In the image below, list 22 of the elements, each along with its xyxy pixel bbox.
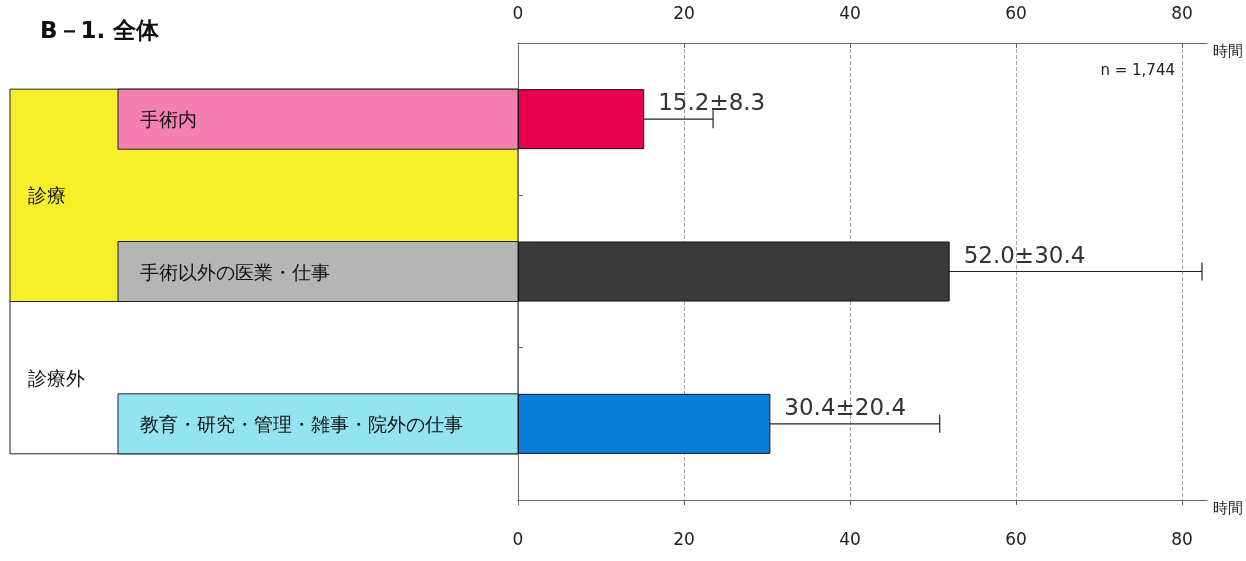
x-tick-label: 40 <box>839 2 861 23</box>
data-label: 15.2±8.3 <box>658 89 766 116</box>
data-label: 52.0±30.4 <box>963 241 1086 268</box>
x2-tick-label: 80 <box>1171 528 1193 549</box>
x2-tick-label: 40 <box>839 528 861 549</box>
y-tick-label: 手術以外の医業・仕事 <box>140 260 330 283</box>
x2-tick-label: 0 <box>512 528 524 549</box>
x-tick-label: 60 <box>1005 2 1027 23</box>
text: 診療 <box>28 184 66 207</box>
x-tick-label: 20 <box>673 2 695 23</box>
x2-tick-label: 20 <box>673 528 695 549</box>
y-tick-label: 手術内 <box>140 108 197 131</box>
x-axis-title: 時間 <box>1213 498 1243 517</box>
y-tick-label: 教育・研究・管理・雑事・院外の仕事 <box>140 412 463 435</box>
data-label: 30.4±20.4 <box>784 393 907 420</box>
text: B－1. 全体 <box>40 16 161 43</box>
x2-axis-title: 時間 <box>1213 41 1243 60</box>
annotation: n = 1,744 <box>1100 61 1175 79</box>
x-tick-label: 0 <box>512 2 524 23</box>
text: 診療外 <box>28 366 85 389</box>
x-tick-label: 80 <box>1171 2 1193 23</box>
x2-tick-label: 60 <box>1005 528 1027 549</box>
